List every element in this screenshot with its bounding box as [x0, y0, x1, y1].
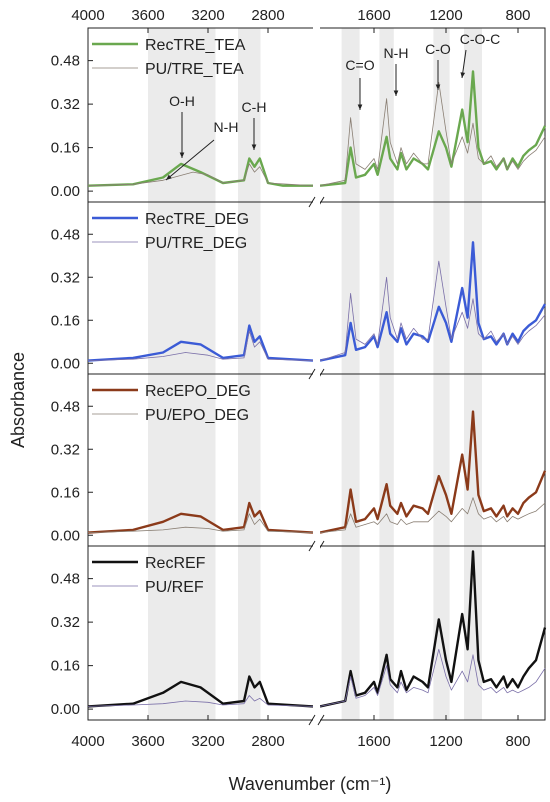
- x-axis-label: Wavenumber (cm⁻¹): [229, 774, 392, 794]
- annotation-c-o-c: C-O-C: [460, 31, 500, 47]
- series-line: [319, 550, 547, 708]
- x-tick-label-top: 2800: [251, 7, 284, 24]
- legend-label: PU/EPO_DEG: [145, 407, 249, 424]
- x-axis-layer: 4000 4000 3600 3600 3200 3200 2800 2800 1600 1600…: [71, 7, 530, 750]
- legend-label: RecREF: [145, 555, 206, 572]
- series-line: [319, 648, 546, 707]
- annotation-nh-left: N-H: [214, 119, 239, 135]
- legend-label: PU/REF: [145, 579, 204, 596]
- series-line: [87, 324, 314, 362]
- legend-label: RecTRE_DEG: [145, 211, 249, 228]
- annotation-ch-arrowhead: [251, 144, 257, 150]
- axis-break-mark: [308, 714, 325, 726]
- series-line: [319, 497, 546, 533]
- panel-layer: 0.00 0.16 0.32 0.48 RecTRE_TEA PU/TRE_TEA 0.00…: [51, 27, 547, 726]
- x-tick-label-top: 3600: [131, 7, 164, 24]
- annotation-nh-left-arrowhead: [166, 174, 172, 180]
- legend-label: PU/TRE_DEG: [145, 235, 247, 252]
- series-line: [87, 675, 314, 708]
- annotation-oh-arrowhead: [179, 152, 185, 158]
- y-tick-label: 0.48: [51, 571, 80, 588]
- y-tick-label: 0.16: [51, 484, 80, 501]
- panel-3: 0.00 0.16 0.32 0.48 RecEPO_DEG PU/EPO_DEG: [51, 373, 547, 552]
- y-tick-label: 0.32: [51, 441, 80, 458]
- annotation-c-o-arrowhead: [435, 84, 441, 90]
- x-tick-label-bottom: 1200: [429, 733, 462, 750]
- y-tick-label: 0.16: [51, 140, 80, 157]
- legend-label: RecEPO_DEG: [145, 383, 251, 400]
- legend-label: RecTRE_TEA: [145, 37, 246, 54]
- x-tick-label-bottom: 800: [505, 733, 530, 750]
- y-axis-label: Absorbance: [8, 352, 28, 448]
- y-tick-label: 0.32: [51, 96, 80, 113]
- y-tick-label: 0.48: [51, 226, 80, 243]
- x-tick-label-bottom: 3600: [131, 733, 164, 750]
- series-line: [87, 501, 314, 534]
- series-line: [319, 410, 547, 534]
- panel-2: 0.00 0.16 0.32 0.48 RecTRE_DEG PU/TRE_DEG: [51, 201, 547, 380]
- series-line: [319, 241, 547, 362]
- annotation-ch: C-H: [242, 99, 267, 115]
- series-line: [319, 82, 546, 187]
- series-line: [87, 695, 314, 707]
- y-tick-label: 0.00: [51, 701, 80, 718]
- annotation-nh-right: N-H: [384, 45, 409, 61]
- y-tick-label: 0.48: [51, 53, 80, 70]
- y-tick-label: 0.32: [51, 614, 80, 631]
- y-tick-label: 0.32: [51, 269, 80, 286]
- axis-break-gap: [313, 545, 320, 721]
- x-tick-label-bottom: 1600: [357, 733, 390, 750]
- annotation-c-o-c-arrowhead: [460, 72, 466, 78]
- x-tick-label-top: 3200: [191, 7, 224, 24]
- x-tick-label-bottom: 4000: [71, 733, 104, 750]
- annotation-layer: O-HN-HC-HC=ON-H C-OC-O-C: [165, 31, 500, 181]
- y-tick-label: 0.00: [51, 355, 80, 372]
- y-tick-label: 0.16: [51, 658, 80, 675]
- x-tick-label-top: 1200: [429, 7, 462, 24]
- series-line: [87, 163, 314, 187]
- axis-break-gap: [313, 27, 320, 203]
- panel-4: 0.00 0.16 0.32 0.48 RecREF PU/REF: [51, 545, 547, 726]
- annotation-oh: O-H: [169, 93, 195, 109]
- x-tick-label-bottom: 2800: [251, 733, 284, 750]
- x-tick-label-top: 800: [505, 7, 530, 24]
- annotation-nh-right-arrowhead: [393, 90, 399, 96]
- annotation-nh-left-arrow: [165, 139, 215, 181]
- annotation-co-double-arrowhead: [357, 104, 363, 110]
- annotation-co-double: C=O: [345, 57, 374, 73]
- axis-break-gap: [313, 373, 320, 547]
- series-line: [319, 70, 547, 187]
- y-tick-label: 0.48: [51, 398, 80, 415]
- y-tick-label: 0.00: [51, 527, 80, 544]
- series-line: [319, 260, 546, 361]
- annotation-c-o: C-O: [425, 41, 451, 57]
- legend-label: PU/TRE_TEA: [145, 61, 244, 78]
- y-tick-label: 0.16: [51, 312, 80, 329]
- y-tick-label: 0.00: [51, 183, 80, 200]
- x-tick-label-bottom: 3200: [191, 733, 224, 750]
- x-tick-label-top: 4000: [71, 7, 104, 24]
- series-line: [87, 513, 314, 533]
- x-tick-label-top: 1600: [357, 7, 390, 24]
- series-line: [87, 330, 314, 361]
- axis-break-gap: [313, 201, 320, 375]
